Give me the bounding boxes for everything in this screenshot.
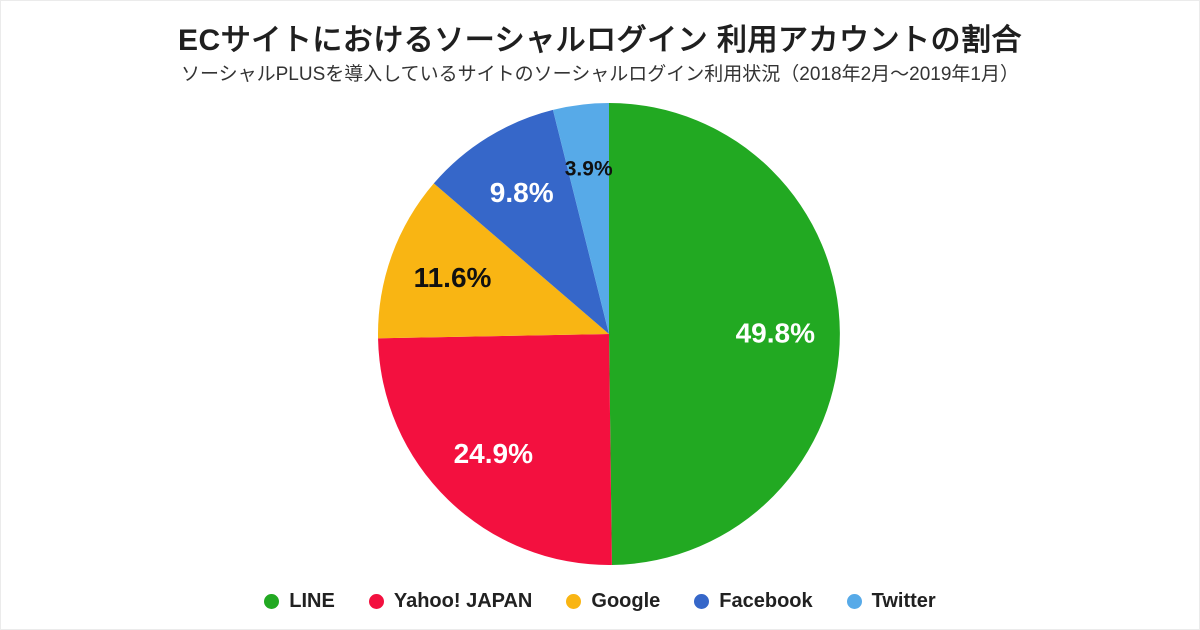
pie-slice-facebook	[433, 109, 609, 335]
legend-dot-yahoo-japan	[368, 593, 384, 609]
legend-item-line: LINE	[264, 590, 335, 613]
legend-item-facebook: Facebook	[694, 589, 813, 613]
legend-item-yahoo-japan: Yahoo! JAPAN	[368, 589, 533, 613]
legend-label-facebook: Facebook	[719, 589, 813, 612]
chart-title: ECサイトにおけるソーシャルログイン 利用アカウントの割合	[178, 24, 1022, 57]
legend-label-yahoo-japan: Yahoo! JAPAN	[393, 589, 533, 612]
legend-label-line: LINE	[289, 589, 335, 612]
pie-slice-yahoo-japan	[378, 334, 612, 565]
legend-dot-facebook	[694, 593, 710, 609]
pie-slice-google	[377, 183, 609, 339]
pie-chart: 49.8%24.9%11.6%9.8%3.9%	[377, 103, 840, 565]
legend: LINE Yahoo! JAPAN Google Facebook Twitter	[1, 583, 1199, 619]
legend-item-google: Google	[566, 590, 660, 613]
pie-slice-twitter	[552, 103, 609, 334]
legend-label-google: Google	[591, 589, 661, 612]
pie-slice-line	[609, 103, 840, 565]
legend-item-twitter: Twitter	[846, 589, 936, 613]
legend-dot-line	[264, 593, 280, 609]
chart-subtitle: ソーシャルPLUSを導入しているサイトのソーシャルログイン利用状況（2018年2…	[181, 64, 1019, 85]
legend-dot-twitter	[846, 593, 862, 609]
legend-dot-google	[566, 593, 582, 609]
legend-label-twitter: Twitter	[871, 589, 936, 612]
